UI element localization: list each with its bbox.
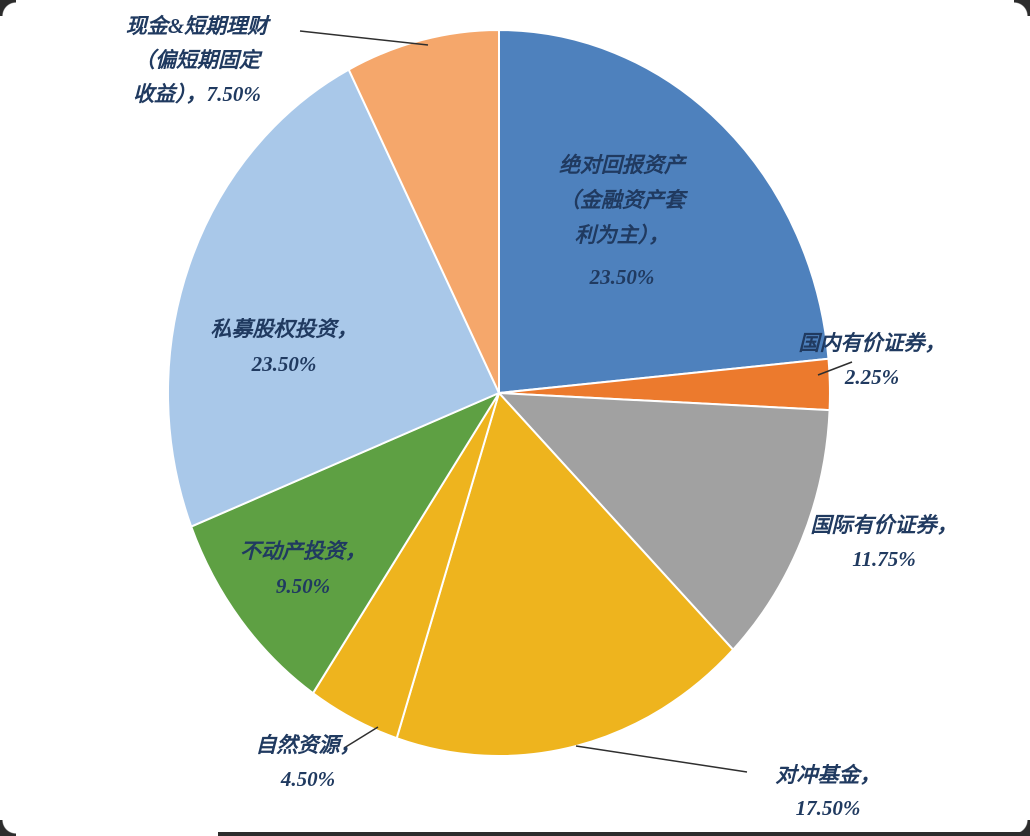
slice-label-cash-short-term: 现金&短期理财 — [126, 14, 271, 38]
slice-label-private-equity: 23.50% — [251, 352, 317, 376]
leader-line-domestic-securities — [817, 361, 853, 376]
pie-slice-private-equity — [167, 68, 500, 528]
leader-line-cash-short-term — [299, 30, 429, 46]
slice-label-real-estate: 不动产投资， — [240, 539, 366, 563]
slice-label-international-securities: 11.75% — [852, 547, 916, 571]
slice-label-absolute-return: 利为主）， — [575, 223, 670, 247]
pie-slice-absolute-return — [498, 29, 830, 394]
pie-slice-cash-short-term — [347, 29, 500, 394]
slice-label-domestic-securities: 国内有价证券， — [799, 331, 946, 355]
slice-label-cash-short-term: 收益），7.50% — [133, 82, 261, 106]
pie-slices — [167, 29, 831, 757]
slice-label-hedge-fund: 对冲基金， — [776, 763, 881, 787]
slice-label-cash-short-term: （偏短期固定 — [134, 48, 263, 72]
slice-label-real-estate: 9.50% — [276, 574, 330, 598]
slice-label-natural-resources: 4.50% — [280, 767, 335, 791]
leader-lines — [299, 30, 853, 773]
slice-label-hedge-fund: 17.50% — [796, 796, 861, 820]
slice-label-natural-resources: 自然资源， — [256, 733, 361, 757]
frame-bottom-bar — [218, 832, 1030, 836]
slice-label-private-equity: 私募股权投资， — [211, 317, 358, 341]
leader-line-natural-resources — [343, 726, 379, 749]
slice-label-absolute-return: （金融资产套 — [559, 188, 689, 212]
slice-label-absolute-return: 绝对回报资产 — [559, 153, 688, 177]
slice-label-domestic-securities: 2.25% — [844, 365, 899, 389]
leader-line-hedge-fund — [575, 745, 748, 773]
slice-label-absolute-return: 23.50% — [589, 265, 655, 289]
pie-slice-real-estate — [190, 392, 500, 695]
pie-slice-international-securities — [498, 392, 831, 651]
slice-label-international-securities: 国际有价证券， — [811, 513, 958, 537]
